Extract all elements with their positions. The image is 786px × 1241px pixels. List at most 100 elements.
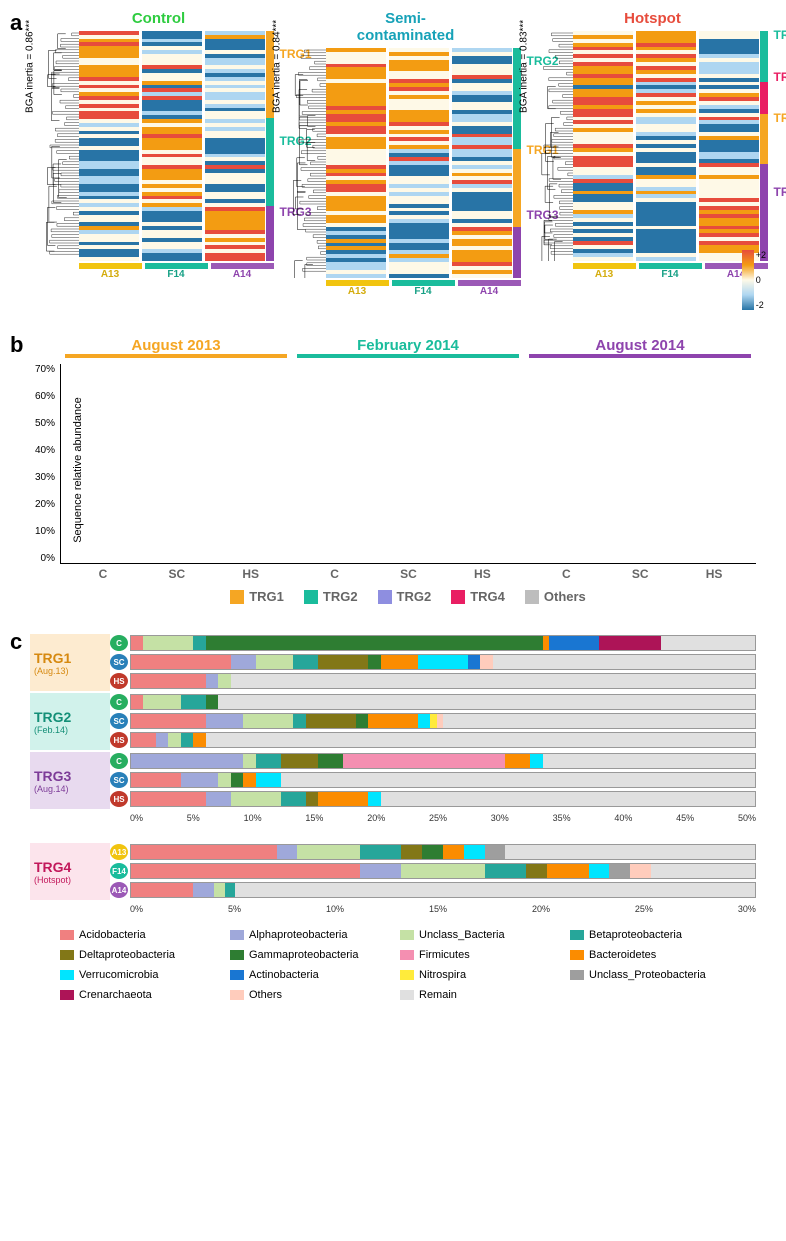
bar-label: C (310, 567, 360, 581)
taxa-segment (661, 636, 755, 650)
taxa-segment (131, 674, 206, 688)
trg-bar-seg (760, 164, 768, 261)
x-tick: 15% (305, 813, 323, 823)
taxa-segment (468, 655, 480, 669)
taxa-row: C (110, 693, 756, 711)
taxa-segment (630, 864, 651, 878)
heatmap-column (326, 48, 386, 278)
legend-item: Firmicutes (400, 949, 550, 961)
y-tick: 30% (35, 472, 55, 483)
x-tick: 20% (367, 813, 385, 823)
heatmap-block: Hotspot BGA inertia = 0.83*** TRG2TRG4TR… (538, 10, 768, 297)
taxa-segment (206, 792, 231, 806)
taxa-segment (493, 655, 755, 669)
row-badge: C (110, 635, 128, 651)
bar-label: HS (689, 567, 739, 581)
taxa-segment (443, 714, 755, 728)
taxa-segment (131, 695, 143, 709)
x-tick: 0% (130, 904, 143, 914)
taxa-segment (464, 845, 485, 859)
dendrogram (538, 31, 573, 261)
taxa-segment (381, 792, 755, 806)
taxa-segment (368, 655, 380, 669)
panel-a-label: a (10, 10, 22, 36)
y-tick: 60% (35, 391, 55, 402)
stacked-bar (130, 753, 756, 769)
heatmap-block: Semi-contaminated BGA inertia = 0.84*** … (291, 10, 521, 297)
trg-block-label: TRG2(Feb.14) (30, 693, 110, 750)
taxa-segment (401, 864, 484, 878)
taxa-row: A13 (110, 843, 756, 861)
taxa-segment (131, 845, 277, 859)
heatmap-column (389, 48, 449, 278)
row-badge: SC (110, 772, 128, 788)
row-badge: SC (110, 713, 128, 729)
colorbar-tick: +2 (756, 250, 766, 260)
taxa-segment (231, 792, 281, 806)
taxa-segment (281, 754, 318, 768)
y-tick: 0% (41, 553, 55, 564)
taxa-segment (418, 714, 430, 728)
legend-item: Actinobacteria (230, 969, 380, 981)
y-tick: 50% (35, 418, 55, 429)
bar-group: CSCHS (61, 364, 293, 563)
timepoint-label: F14 (639, 269, 702, 280)
heatmap-title: Control (44, 10, 274, 27)
taxa-segment (218, 674, 230, 688)
heatmap-colorbar: +20-2 (742, 250, 766, 310)
heatmap-column (699, 31, 759, 261)
trg-group-label: TRG3 (773, 143, 786, 240)
taxa-row: A14 (110, 881, 756, 899)
taxa-segment (256, 655, 293, 669)
bar-label: SC (384, 567, 434, 581)
x-tick: 25% (635, 904, 653, 914)
taxa-segment (360, 845, 402, 859)
trg-bar-seg (760, 82, 768, 114)
legend-item: Crenarchaeota (60, 989, 210, 1001)
row-badge: HS (110, 791, 128, 807)
bar-label: HS (226, 567, 276, 581)
bar-label: C (541, 567, 591, 581)
trg-bar-seg (266, 206, 274, 261)
legend-item: Bacteroidetes (570, 949, 720, 961)
row-badge: HS (110, 673, 128, 689)
timepoint-label: F14 (392, 286, 455, 297)
row-badge: C (110, 694, 128, 710)
taxa-segment (651, 864, 755, 878)
taxa-segment (206, 733, 755, 747)
taxa-segment (343, 754, 505, 768)
x-tick: 25% (429, 813, 447, 823)
bga-label: BGA inertia = 0.83*** (518, 19, 529, 112)
bar-label: SC (615, 567, 665, 581)
x-tick: 45% (676, 813, 694, 823)
row-badge: C (110, 753, 128, 769)
taxa-segment (131, 714, 206, 728)
taxa-row: HS (110, 731, 756, 749)
taxa-segment (131, 733, 156, 747)
taxa-segment (143, 695, 180, 709)
x-tick: 35% (553, 813, 571, 823)
taxa-segment (131, 636, 143, 650)
taxa-segment (543, 754, 755, 768)
taxa-segment (225, 883, 235, 897)
x-tick: 50% (738, 813, 756, 823)
taxa-segment (293, 714, 305, 728)
stacked-bar (130, 844, 756, 860)
heatmap-column (452, 48, 512, 278)
timepoint-label: A14 (211, 269, 274, 280)
taxa-segment (206, 714, 243, 728)
taxa-segment (243, 754, 255, 768)
taxa-segment (235, 883, 755, 897)
y-tick: 10% (35, 526, 55, 537)
stacked-bar (130, 772, 756, 788)
row-badge: HS (110, 732, 128, 748)
trg-bar-seg (760, 31, 768, 82)
taxa-segment (443, 845, 464, 859)
x-tick: 5% (228, 904, 241, 914)
y-tick: 20% (35, 499, 55, 510)
bar-label: C (78, 567, 128, 581)
trg-block: TRG3(Aug.14) C SC HS (30, 752, 756, 809)
trg-bar-seg (513, 149, 521, 227)
x-axis-upper: 0%5%10%15%20%25%30%35%40%45%50% (130, 813, 756, 823)
taxa-segment (131, 792, 206, 806)
